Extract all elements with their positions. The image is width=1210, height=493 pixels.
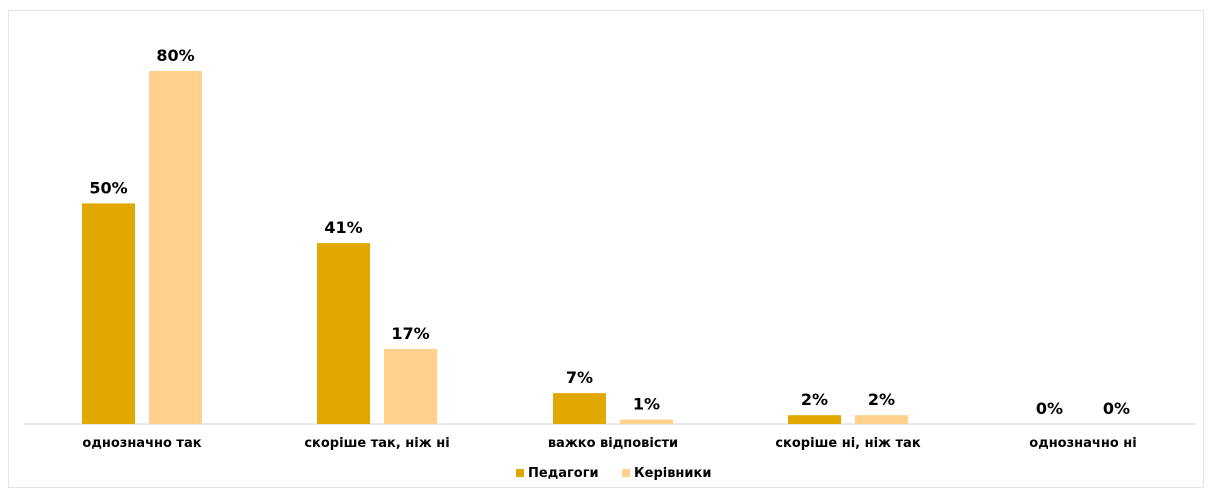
category-label-1: скоріше так, ніж ні — [304, 436, 449, 451]
bar-managers-2 — [620, 419, 673, 424]
data-label-managers-1: 17% — [391, 324, 429, 343]
data-label-pedagogy-2: 7% — [566, 368, 593, 387]
data-label-pedagogy-3: 2% — [801, 390, 828, 409]
data-label-pedagogy-0: 50% — [89, 178, 127, 197]
bar-pedagogy-3 — [788, 415, 841, 424]
category-label-0: однозначно так — [82, 436, 201, 451]
bar-managers-3 — [855, 415, 908, 424]
bar-pedagogy-1 — [317, 243, 370, 424]
legend-swatch-0 — [516, 469, 524, 477]
category-label-3: скоріше ні, ніж так — [775, 436, 920, 451]
data-label-managers-3: 2% — [868, 390, 895, 409]
category-label-4: однозначно ні — [1029, 436, 1136, 451]
legend-label-0: Педагоги — [528, 466, 599, 481]
legend-swatch-1 — [622, 469, 630, 477]
bar-pedagogy-2 — [553, 393, 606, 424]
category-label-2: важко відповісти — [548, 436, 678, 451]
data-label-pedagogy-4: 0% — [1036, 399, 1063, 418]
data-label-pedagogy-1: 41% — [324, 218, 362, 237]
legend-label-1: Керівники — [634, 466, 711, 481]
bar-pedagogy-0 — [82, 203, 135, 424]
data-label-managers-2: 1% — [633, 395, 660, 414]
bar-managers-0 — [149, 71, 202, 424]
data-label-managers-0: 80% — [156, 46, 194, 65]
bar-managers-1 — [384, 348, 437, 424]
data-label-managers-4: 0% — [1103, 399, 1130, 418]
